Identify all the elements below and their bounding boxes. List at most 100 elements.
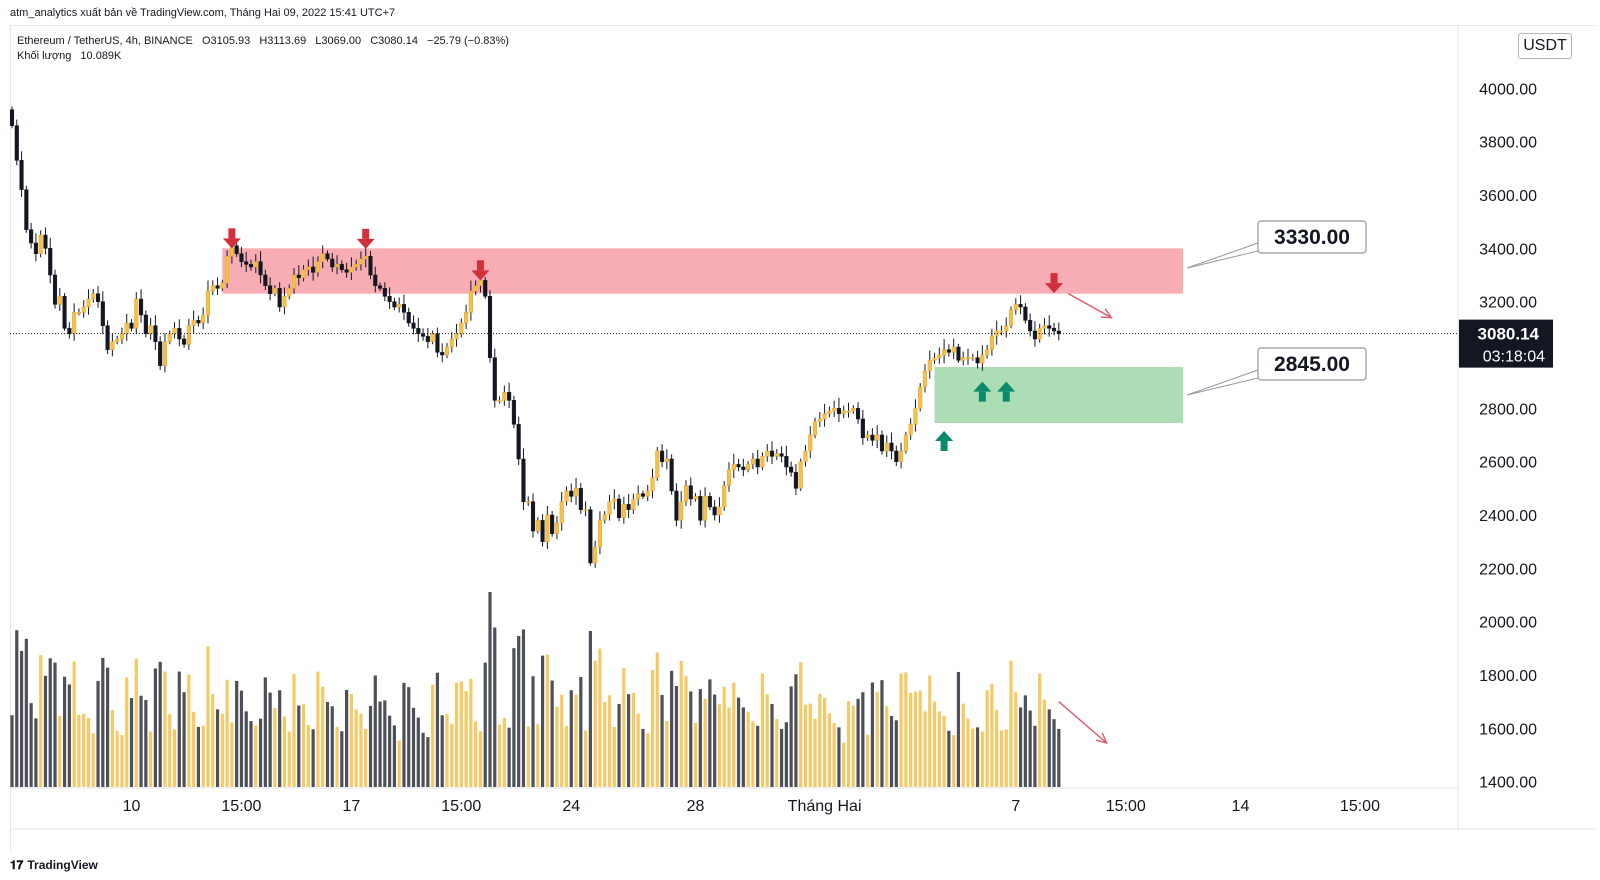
candle [578, 488, 583, 510]
candle [655, 450, 660, 478]
candle [454, 333, 459, 340]
candle [573, 488, 579, 497]
candle [492, 357, 497, 401]
volume-bar [72, 661, 76, 787]
volume-bar [129, 698, 134, 787]
candle [970, 357, 975, 360]
down-arrow-icon [222, 228, 241, 249]
candle [774, 453, 779, 457]
candle [167, 333, 172, 342]
candle [291, 274, 297, 289]
candle [559, 501, 564, 524]
candle [875, 434, 880, 441]
volume-bar [818, 693, 822, 787]
volume-bar [779, 728, 784, 787]
resistance-zone [222, 248, 1184, 294]
candle [755, 458, 760, 468]
volume-bar [1047, 709, 1051, 787]
volume-bar [531, 676, 535, 787]
legend-symbol[interactable]: Ethereum / TetherUS, 4h, BINANCE [17, 35, 193, 47]
candle [798, 461, 803, 489]
volume-bar [588, 631, 592, 787]
volume-bar [956, 671, 961, 787]
currency-unit-button[interactable]: USDT [1518, 33, 1572, 59]
volume-bar [627, 694, 631, 787]
time-tick-label: 17 [342, 798, 360, 815]
candle [29, 229, 34, 244]
candle [296, 274, 301, 278]
candle [597, 520, 602, 548]
candle [688, 485, 693, 500]
candle [473, 285, 478, 292]
time-axis: 10 15:00 17 15:00 24 28 Tháng Hai 7 15:00 14 15:00 [123, 798, 1380, 815]
candle [846, 410, 851, 413]
candle [607, 501, 612, 516]
volume-bar [392, 725, 396, 787]
candle [707, 496, 712, 508]
legend-change: −25.79 (−0.83%) [427, 35, 509, 47]
volume-bar [650, 670, 655, 787]
volume-bar [713, 694, 717, 787]
volume-bar [799, 662, 803, 787]
volume-bar [622, 668, 626, 787]
candle [564, 490, 569, 502]
candle [942, 349, 947, 356]
volume-bar [335, 726, 339, 787]
volume-bar [134, 658, 138, 787]
candle [1028, 320, 1033, 332]
countdown-label: 03:18:04 [1483, 349, 1545, 366]
volume-bar [43, 675, 48, 787]
volume-bar [168, 714, 172, 787]
candle [248, 264, 254, 268]
volume-bar [617, 703, 621, 787]
volume-bar [593, 660, 597, 787]
volume-bar [894, 720, 898, 787]
candle [640, 493, 646, 497]
candle [320, 253, 325, 262]
candle [411, 322, 416, 329]
callout-box [1257, 220, 1367, 254]
volume-bar [301, 704, 306, 787]
volume-bar [435, 672, 440, 787]
candle [593, 546, 598, 564]
volume-bar [861, 692, 865, 787]
volume-bar [932, 701, 937, 787]
volume-bar [732, 682, 736, 787]
candle [946, 349, 951, 353]
volume-bar [975, 727, 980, 787]
volume-bar [244, 711, 248, 787]
volume-bar [1038, 673, 1042, 787]
volume-bar [24, 638, 28, 787]
volume-bar [751, 721, 755, 787]
candle [760, 456, 765, 468]
price-tick-label: 2600.00 [1479, 455, 1537, 472]
candle [244, 261, 249, 265]
volume-bar [851, 705, 855, 787]
candle [703, 496, 708, 521]
candle [660, 450, 665, 462]
volume-bar [235, 680, 239, 787]
volume-bar [321, 686, 325, 787]
price-tick-label: 2000.00 [1479, 615, 1537, 632]
candle [406, 312, 411, 324]
candle [349, 266, 354, 273]
volume-bar [454, 682, 459, 787]
candle [569, 490, 574, 497]
legend-close: C3080.14 [370, 35, 418, 47]
legend-volume-label[interactable]: Khối lượng [17, 50, 72, 62]
candle [115, 338, 120, 342]
volume-bar [230, 722, 234, 787]
callout-pointer [1186, 369, 1259, 396]
candle [927, 360, 932, 372]
volume-bar [172, 729, 177, 787]
volume-bar [947, 730, 951, 787]
volume-bar [368, 705, 373, 787]
candle [664, 458, 669, 462]
up-arrow-icon [973, 381, 992, 402]
volume-bar [258, 718, 263, 787]
volume-bar [158, 661, 162, 787]
volume-bar [1009, 660, 1013, 787]
up-arrow-stem [940, 441, 948, 451]
tradingview-logo[interactable]: 𝟏𝟕 TradingView [10, 858, 98, 873]
